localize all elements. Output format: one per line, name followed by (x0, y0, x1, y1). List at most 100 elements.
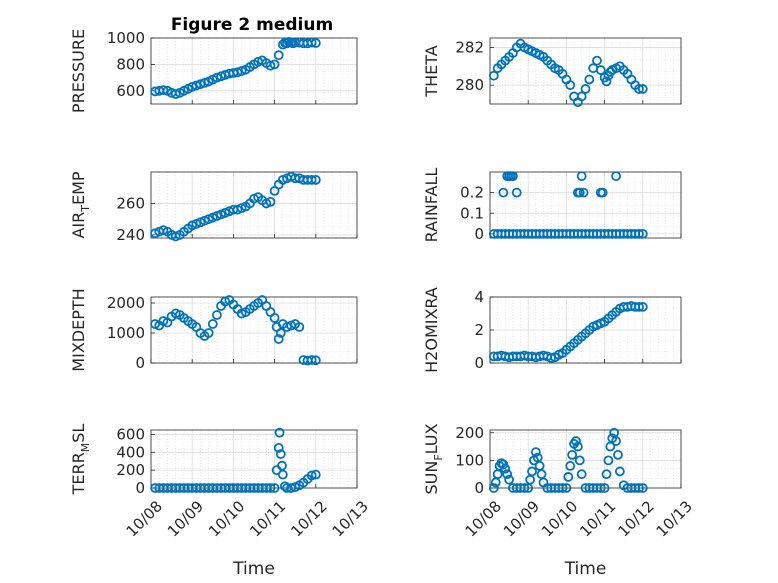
x-tick-label: 10/10 (205, 497, 248, 540)
x-tick-label: 10/11 (246, 497, 289, 540)
data-point (527, 466, 537, 477)
data-point (571, 436, 581, 446)
y-tick-label: 100 (455, 451, 484, 469)
data-point (557, 483, 568, 493)
data-point (502, 469, 513, 480)
data-point (207, 319, 218, 329)
subplot-2: 280 282 THETA (422, 37, 682, 108)
data-point (269, 313, 280, 323)
data-point (498, 187, 509, 198)
data-point (637, 84, 648, 94)
data-point (637, 228, 648, 239)
data-point (634, 301, 644, 312)
y-axis-label: THETA (422, 45, 441, 97)
y-axis-label: TERRMSL (69, 424, 92, 496)
data-point (611, 171, 621, 182)
data-point (265, 196, 276, 207)
x-tick-label: 10/08 (123, 497, 166, 540)
y-axis-label: MIXDEPTH (69, 288, 88, 371)
data-point (561, 483, 572, 493)
subplot-6: 0 2 4 H2OMIXRA (422, 287, 682, 373)
x-axis-label: Time (232, 559, 275, 579)
data-point (279, 481, 290, 492)
subplot-1: 600 800 1000 PRESSURE (69, 29, 358, 113)
x-tick-label: 10/09 (164, 497, 207, 540)
data-point (216, 71, 226, 82)
axes-frame (150, 296, 358, 364)
y-tick-label: 0.2 (460, 184, 484, 202)
x-tick-label: 10/13 (653, 497, 696, 540)
axes-frame (489, 37, 682, 105)
data-point (273, 50, 284, 61)
y-axis-label: H2OMIXRA (422, 287, 441, 373)
data-point (265, 483, 276, 493)
y-tick-label: 2000 (107, 294, 145, 312)
data-point (595, 483, 606, 493)
y-tick-label: 0 (135, 479, 145, 497)
data-point (614, 466, 625, 477)
data-point (275, 328, 286, 338)
data-point (191, 80, 202, 91)
y-tick-label: 800 (116, 55, 145, 73)
data-point (597, 187, 608, 198)
y-tick-label: 400 (116, 443, 145, 461)
data-point (274, 427, 285, 438)
data-point (637, 301, 648, 312)
data-point (277, 460, 287, 471)
data-point (519, 483, 530, 493)
y-axis-label: PRESSURE (69, 29, 88, 113)
data-point (212, 310, 222, 320)
data-point (269, 59, 280, 70)
y-tick-label: 600 (116, 425, 145, 443)
y-tick-label: 0 (474, 354, 484, 372)
data-point (273, 334, 284, 344)
y-tick-label: 1000 (107, 29, 145, 47)
data-point (546, 353, 557, 363)
y-tick-label: 282 (455, 38, 484, 56)
y-tick-label: 0 (474, 225, 484, 243)
figure-title: Figure 2 medium (171, 15, 333, 35)
data-point (637, 483, 648, 493)
y-axis-label: RAINFALL (422, 168, 441, 243)
data-point (613, 449, 623, 460)
x-tick-label: 10/13 (329, 497, 372, 540)
data-point (574, 455, 585, 466)
data-point (306, 37, 317, 48)
data-point (232, 67, 243, 78)
x-tick-label: 10/11 (576, 497, 619, 540)
data-point (158, 85, 169, 96)
y-tick-label: 200 (116, 461, 145, 479)
data-point (576, 171, 587, 182)
y-tick-label: 4 (474, 288, 484, 306)
y-tick-label: 0 (135, 354, 145, 372)
y-tick-label: 2 (474, 321, 484, 339)
data-point (576, 91, 587, 102)
data-point (269, 483, 280, 493)
x-tick-label: 10/10 (538, 497, 581, 540)
y-tick-label: 0.1 (460, 204, 484, 222)
data-point (187, 81, 198, 92)
subplot-4: 0 0.1 0.2 RAINFALL (422, 168, 682, 243)
y-tick-label: 280 (455, 76, 484, 94)
data-point (275, 449, 286, 459)
data-point (265, 60, 276, 71)
data-point (310, 38, 321, 48)
data-point (580, 84, 591, 94)
data-point (563, 472, 574, 482)
data-point (601, 469, 612, 480)
x-tick-label: 10/09 (500, 497, 543, 540)
y-tick-label: 260 (116, 194, 145, 212)
data-point (567, 449, 578, 460)
data-point (599, 483, 610, 493)
data-point (508, 171, 518, 182)
data-point (310, 355, 321, 366)
data-point (306, 355, 317, 365)
data-point (603, 455, 614, 466)
data-point (595, 65, 606, 75)
data-point (576, 469, 587, 480)
y-tick-label: 0 (474, 479, 484, 497)
axes-frame (150, 171, 358, 239)
